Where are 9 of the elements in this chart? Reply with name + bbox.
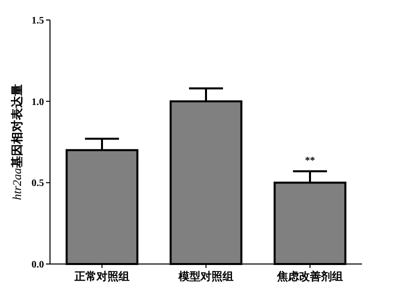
y-tick-label: 0.5 xyxy=(32,178,44,190)
x-tick-label: 模型对照组 xyxy=(178,270,234,283)
x-tick-label: 焦虑改善剂组 xyxy=(276,270,343,283)
x-tick-label: 正常对照组 xyxy=(74,270,130,283)
y-tick-label: 0.0 xyxy=(32,260,44,270)
y-tick-label: 1.0 xyxy=(32,96,44,108)
y-tick-label: 1.5 xyxy=(32,16,44,26)
annotation: ** xyxy=(305,155,315,166)
y-axis-title: htr2aa基因相对表达量 xyxy=(10,84,24,200)
